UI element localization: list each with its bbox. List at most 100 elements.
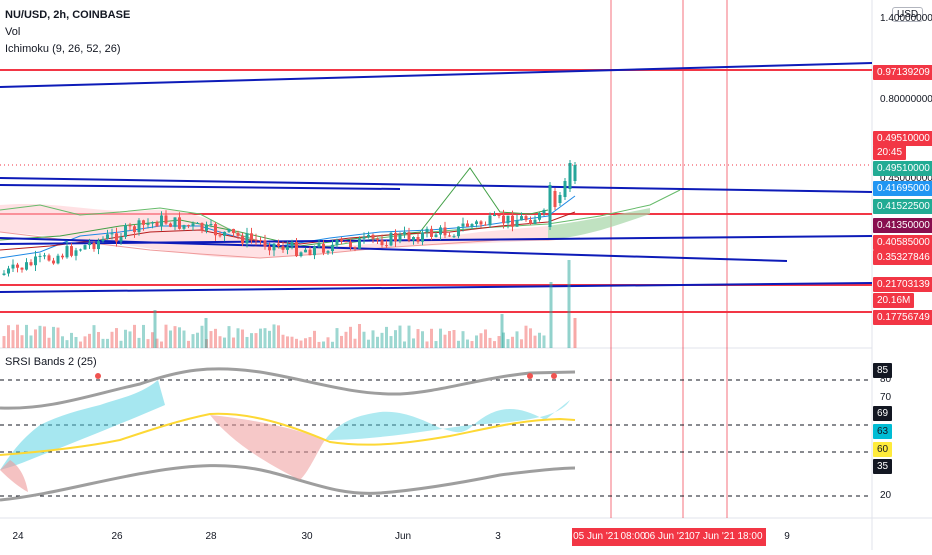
candle-body bbox=[241, 235, 244, 244]
candle-body bbox=[493, 214, 496, 216]
volume-bar bbox=[214, 328, 217, 348]
candle-body bbox=[83, 245, 87, 250]
candle-body bbox=[511, 215, 514, 227]
time-tick: 26 bbox=[111, 531, 123, 542]
volume-bar bbox=[56, 327, 60, 348]
candle-body bbox=[11, 264, 15, 269]
volume-bar bbox=[88, 333, 91, 348]
candle-body bbox=[470, 224, 474, 227]
candle-body bbox=[97, 241, 100, 250]
srsi-label-lower: 35 bbox=[873, 459, 893, 474]
symbol-legend[interactable]: NU/USD, 2h, COINBASE bbox=[5, 9, 131, 21]
volume-bar bbox=[488, 337, 492, 348]
candle-body bbox=[385, 245, 388, 247]
volume-bar bbox=[470, 341, 474, 348]
time-tick: 30 bbox=[301, 531, 313, 542]
candle-body bbox=[2, 273, 6, 275]
candle-body bbox=[115, 233, 118, 242]
candle-body bbox=[322, 243, 325, 253]
candle-body bbox=[191, 223, 195, 226]
price-label-trendline: 0.41695000 bbox=[873, 181, 932, 196]
candle-body bbox=[151, 222, 154, 224]
candle-body bbox=[398, 234, 402, 242]
price-tick: 1.40000000 bbox=[880, 13, 932, 24]
time-range-label: 18:00 bbox=[737, 531, 763, 542]
candle-body bbox=[65, 246, 69, 258]
srsi-legend[interactable]: SRSI Bands 2 (25) bbox=[5, 356, 97, 368]
candle-body bbox=[169, 223, 172, 227]
volume-bar bbox=[367, 339, 370, 348]
volume-bar bbox=[218, 336, 222, 348]
trendline-lower bbox=[0, 237, 788, 262]
candle-body bbox=[362, 236, 366, 239]
candle-body bbox=[448, 235, 451, 237]
time-tick: 3 bbox=[495, 531, 501, 542]
candle-body bbox=[308, 249, 312, 256]
volume-bar bbox=[484, 329, 487, 348]
srsi-signal-dot bbox=[95, 373, 101, 379]
candle-body bbox=[218, 235, 222, 237]
volume-bar bbox=[137, 337, 141, 348]
volume-bar bbox=[493, 341, 496, 348]
volume-bar bbox=[466, 339, 469, 348]
volume-bar bbox=[164, 324, 168, 348]
candle-body bbox=[20, 267, 24, 270]
candle-body bbox=[52, 260, 55, 264]
price-label-lower-trend: 0.35327846 bbox=[873, 250, 932, 265]
vol-legend[interactable]: Vol bbox=[5, 26, 21, 38]
candle-body bbox=[394, 232, 397, 242]
time-range-label: 05 Jun '21 bbox=[573, 531, 619, 542]
volume-bar bbox=[425, 341, 429, 348]
candle-body bbox=[290, 242, 294, 247]
volume-bar bbox=[479, 333, 483, 348]
volume-bar bbox=[268, 330, 271, 348]
time-range-label: 08:00 bbox=[620, 531, 646, 542]
candle-body bbox=[412, 237, 415, 241]
price-tick: 0.80000000 bbox=[880, 94, 932, 105]
volume-bar bbox=[7, 325, 10, 348]
volume-bar bbox=[443, 334, 447, 348]
volume-bar bbox=[322, 341, 325, 348]
time-tick: Jun bbox=[394, 531, 412, 542]
candle-body bbox=[223, 231, 226, 236]
volume-bar bbox=[506, 339, 510, 348]
volume-bar bbox=[259, 328, 262, 348]
candle-body bbox=[434, 234, 438, 237]
volume-bar bbox=[146, 339, 150, 348]
candle-body bbox=[515, 220, 519, 227]
volume-bar bbox=[281, 334, 285, 348]
candle-body bbox=[520, 216, 523, 221]
volume-bar bbox=[461, 331, 465, 348]
candle-body bbox=[245, 233, 249, 244]
candle-body bbox=[340, 239, 343, 242]
volume-bar bbox=[79, 341, 82, 348]
candle-body bbox=[56, 255, 60, 264]
candle-body bbox=[407, 232, 411, 241]
volume-bar bbox=[236, 328, 240, 348]
volume-bar bbox=[151, 332, 154, 348]
volume-bar bbox=[567, 260, 571, 348]
candle-body bbox=[506, 215, 510, 224]
volume-bar bbox=[299, 340, 303, 348]
srsi-upper-band bbox=[0, 367, 576, 410]
candle-body bbox=[155, 222, 159, 227]
volume-bar bbox=[430, 328, 433, 348]
time-tick: 28 bbox=[205, 531, 217, 542]
volume-bar bbox=[196, 332, 199, 348]
volume-bar bbox=[272, 324, 276, 348]
candle-body bbox=[439, 227, 442, 235]
candle-body bbox=[538, 213, 541, 220]
currency-button[interactable]: USD bbox=[892, 7, 924, 22]
candle-body bbox=[263, 240, 267, 247]
ichimoku-legend[interactable]: Ichimoku (9, 26, 52, 26) bbox=[5, 43, 121, 55]
srsi-area-bull bbox=[0, 380, 165, 470]
candle-body bbox=[272, 243, 276, 251]
candle-body bbox=[70, 246, 73, 256]
volume-bar bbox=[290, 336, 294, 348]
srsi-area-bear bbox=[210, 415, 325, 480]
candle-body bbox=[326, 251, 330, 253]
volume-bar bbox=[92, 325, 96, 348]
candle-body bbox=[236, 233, 240, 236]
